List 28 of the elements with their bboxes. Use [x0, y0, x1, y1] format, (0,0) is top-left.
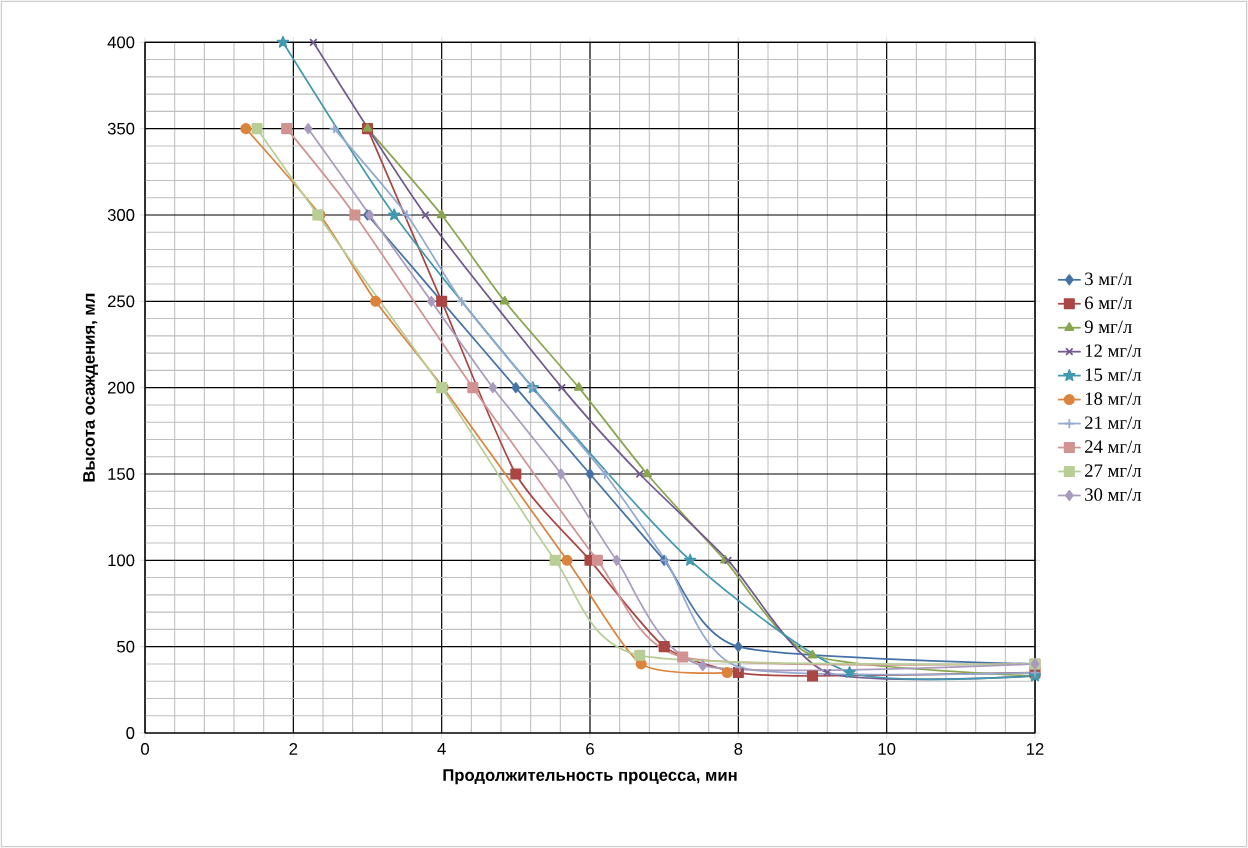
legend-label: 21 мг/л: [1085, 416, 1142, 429]
legend-label: 30 мг/л: [1085, 488, 1142, 501]
y-tick-label: 250: [107, 295, 135, 308]
legend-label: 6 мг/л: [1085, 296, 1132, 310]
y-tick-label: 350: [107, 122, 135, 135]
legend-label: 27 мг/л: [1085, 464, 1142, 477]
legend-label: 18 мг/л: [1085, 392, 1142, 405]
y-tick-label: 200: [107, 381, 135, 394]
x-axis-title: Продолжительность процесса, мин: [443, 769, 737, 785]
y-tick-label: 150: [108, 468, 135, 480]
legend-label: 15 мг/л: [1085, 368, 1142, 381]
x-tick-label: 4: [437, 743, 446, 755]
x-tick-label: 12: [1027, 743, 1044, 755]
legend-label: 9 мг/л: [1084, 320, 1132, 334]
legend-label: 24 мг/л: [1085, 440, 1142, 453]
x-tick-label: 6: [586, 743, 594, 755]
x-tick-label: 0: [141, 743, 149, 755]
x-tick-label: 10: [878, 743, 896, 755]
y-tick-label: 0: [126, 727, 135, 739]
x-tick-label: 8: [734, 743, 743, 755]
y-tick-label: 400: [107, 36, 135, 49]
y-tick-label: 300: [107, 209, 135, 221]
legend-label: 3 мг/л: [1085, 272, 1132, 286]
legend-label: 12 мг/л: [1085, 344, 1142, 358]
y-tick-label: 100: [108, 554, 135, 567]
y-axis-title: Высота осаждения, мл: [83, 293, 99, 482]
x-tick-label: 2: [289, 743, 298, 755]
y-tick-label: 50: [117, 640, 135, 653]
